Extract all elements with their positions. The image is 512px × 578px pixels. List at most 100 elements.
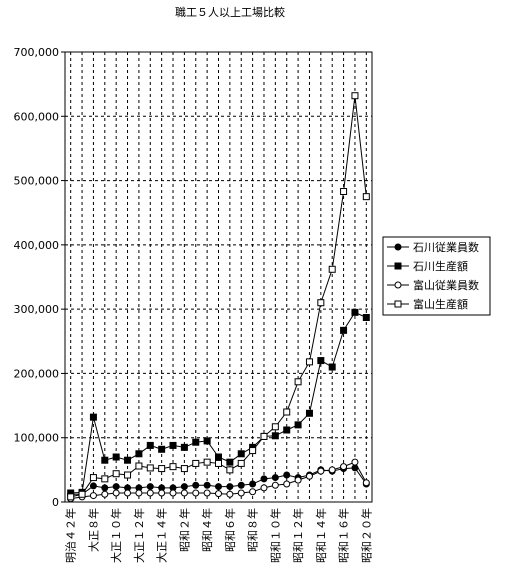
point: [237, 459, 245, 467]
legend-label: 富山生産額: [413, 297, 468, 311]
point: [112, 453, 120, 461]
point: [192, 489, 200, 497]
point: [180, 489, 188, 497]
point: [294, 378, 302, 386]
x-tick-label: 大正１４年: [155, 508, 169, 563]
y-tick-label: 700,000: [14, 46, 60, 59]
point: [226, 483, 234, 491]
point: [294, 476, 302, 484]
point: [192, 481, 200, 489]
point: [101, 490, 109, 498]
point: [67, 493, 75, 501]
point: [101, 456, 109, 464]
point: [317, 299, 325, 307]
point: [180, 465, 188, 473]
point: [89, 492, 97, 500]
x-tick-label: 昭和１２年: [291, 508, 305, 563]
point: [249, 488, 257, 496]
point: [237, 489, 245, 497]
point: [89, 474, 97, 482]
point: [328, 363, 336, 371]
point: [226, 466, 234, 474]
y-tick-label: 400,000: [14, 239, 60, 252]
y-tick-label: 100,000: [14, 432, 60, 445]
point: [89, 482, 97, 490]
point: [203, 437, 211, 445]
x-tick-label: 大正８年: [86, 508, 100, 552]
point: [226, 458, 234, 466]
point: [192, 459, 200, 467]
point: [215, 459, 222, 467]
legend-marker: [394, 243, 402, 251]
point: [362, 193, 370, 201]
y-tick-label: 0: [52, 496, 59, 509]
point: [237, 450, 245, 458]
point: [146, 489, 154, 497]
plot-frame: [64, 51, 373, 503]
point: [328, 466, 336, 474]
point: [260, 475, 268, 483]
point: [124, 471, 132, 479]
point: [305, 472, 313, 480]
x-tick-label: 昭和６年: [223, 508, 237, 552]
x-tick-label: 昭和１６年: [337, 508, 351, 563]
point: [260, 484, 268, 492]
point: [112, 470, 120, 478]
y-tick-label: 600,000: [14, 110, 60, 123]
legend-label: 富山従業員数: [413, 278, 479, 292]
point: [158, 465, 166, 473]
point: [271, 481, 279, 489]
point: [328, 265, 336, 273]
point: [146, 464, 154, 472]
point: [362, 314, 370, 321]
point: [305, 358, 313, 366]
point: [169, 489, 177, 497]
legend-marker: [394, 281, 402, 289]
point: [192, 438, 200, 446]
point: [78, 490, 86, 498]
point: [283, 408, 291, 416]
point: [271, 474, 279, 482]
point: [362, 479, 370, 487]
point: [226, 490, 234, 498]
point: [203, 481, 211, 489]
point: [169, 441, 177, 449]
point: [135, 489, 143, 497]
x-tick-label: 昭和２０年: [359, 508, 373, 563]
point: [180, 443, 188, 451]
point: [158, 445, 166, 453]
point: [135, 462, 143, 470]
point: [271, 432, 279, 440]
point: [271, 423, 279, 431]
chart-title: 職工５人以上工場比較: [175, 5, 285, 19]
point: [351, 308, 359, 316]
point: [101, 484, 109, 492]
point: [146, 483, 154, 491]
point: [260, 432, 268, 440]
legend-marker: [394, 262, 402, 270]
point: [249, 480, 257, 488]
point: [101, 475, 109, 483]
point: [351, 92, 359, 100]
point: [215, 490, 222, 498]
legend-label: 石川生産額: [413, 259, 468, 273]
x-tick-label: 昭和４年: [200, 508, 214, 552]
point: [317, 357, 325, 365]
x-tick-label: 昭和１０年: [268, 508, 282, 563]
point: [317, 467, 325, 475]
point: [283, 471, 291, 479]
point: [112, 489, 120, 497]
x-tick-label: 大正１２年: [132, 508, 146, 563]
point: [305, 409, 313, 417]
x-tick-label: 昭和８年: [246, 508, 260, 552]
point: [249, 447, 257, 455]
y-tick-label: 500,000: [14, 175, 60, 188]
x-tick-label: 明治４２年: [64, 508, 78, 563]
point: [203, 458, 211, 466]
point: [89, 413, 97, 421]
point: [124, 489, 132, 497]
point: [215, 483, 222, 491]
point: [146, 441, 154, 449]
